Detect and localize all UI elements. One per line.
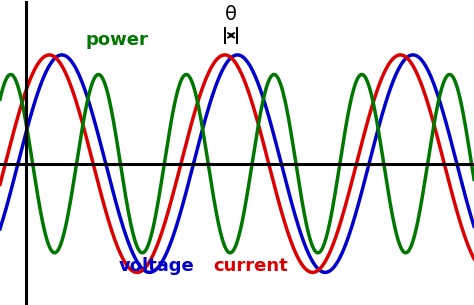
- Text: voltage: voltage: [118, 257, 194, 274]
- Text: θ: θ: [225, 5, 237, 24]
- Text: current: current: [213, 257, 288, 274]
- Text: power: power: [85, 31, 148, 49]
